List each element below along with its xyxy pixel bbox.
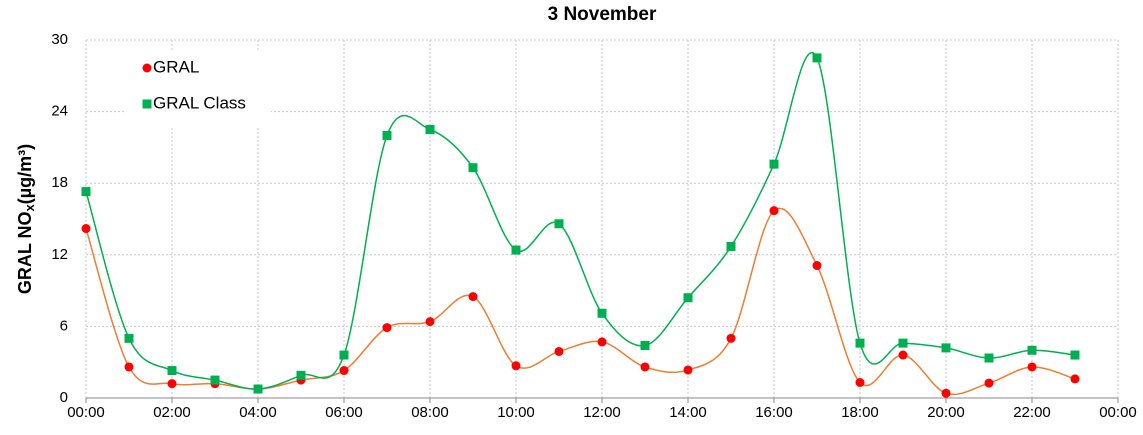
y-label-unit: (µg/m³): [15, 144, 35, 204]
data-point: [124, 362, 134, 372]
x-tick-label: 00:00: [67, 404, 105, 421]
data-point: [683, 293, 693, 303]
x-tick-label: 22:00: [1013, 404, 1051, 421]
series-line: [85, 207, 1076, 396]
data-point: [554, 346, 564, 356]
legend-label: GRAL Class: [153, 93, 246, 112]
data-point: [167, 366, 177, 376]
data-point: [511, 245, 521, 255]
data-point: [855, 377, 865, 387]
y-tick-label: 12: [51, 246, 68, 263]
data-point: [296, 370, 306, 380]
legend-marker: [142, 63, 152, 73]
data-point: [597, 337, 607, 347]
chart-title: 3 November: [548, 4, 657, 25]
data-point: [683, 365, 693, 375]
data-point: [855, 338, 865, 348]
x-tick-label: 04:00: [239, 404, 277, 421]
data-point: [554, 219, 564, 229]
y-tick-label: 30: [51, 31, 68, 48]
data-point: [339, 366, 349, 376]
data-point: [1027, 345, 1037, 355]
y-tick-label: 24: [51, 103, 68, 120]
x-tick-label: 12:00: [583, 404, 621, 421]
data-point: [597, 308, 607, 318]
data-point: [339, 350, 349, 360]
data-point: [425, 317, 435, 327]
data-point: [984, 353, 994, 363]
y-tick-label: 0: [60, 389, 68, 406]
data-point: [769, 159, 779, 169]
data-point: [425, 125, 435, 134]
data-point: [726, 333, 736, 343]
legend-marker: [142, 99, 152, 109]
x-tick-label: 14:00: [669, 404, 707, 421]
y-label-main: GRAL NO: [15, 211, 35, 294]
x-tick-label: 06:00: [325, 404, 363, 421]
data-point: [468, 163, 478, 173]
y-label-sub: x: [22, 203, 37, 211]
legend-box: [126, 50, 271, 128]
data-point: [941, 388, 951, 398]
data-point: [1070, 374, 1080, 384]
data-point: [1027, 362, 1037, 372]
data-point: [726, 241, 736, 251]
data-point: [898, 338, 908, 348]
data-point: [984, 378, 994, 388]
y-tick-label: 6: [60, 317, 68, 334]
data-point: [167, 379, 177, 389]
data-point: [382, 130, 392, 140]
data-point: [124, 333, 134, 343]
data-point: [898, 350, 908, 360]
data-point: [769, 206, 779, 216]
data-point: [81, 224, 91, 234]
legend-label: GRAL: [153, 57, 199, 76]
data-point: [81, 187, 91, 197]
x-tick-label: 00:00: [1099, 404, 1137, 421]
data-point: [640, 340, 650, 350]
x-tick-label: 16:00: [755, 404, 793, 421]
data-point: [1070, 350, 1080, 360]
data-point: [812, 261, 822, 271]
data-point: [382, 323, 392, 333]
y-tick-label: 18: [51, 174, 68, 191]
data-point: [468, 292, 478, 302]
data-point: [253, 384, 263, 394]
x-tick-label: 18:00: [841, 404, 879, 421]
data-point: [210, 375, 220, 385]
x-tick-label: 10:00: [497, 404, 535, 421]
x-tick-label: 08:00: [411, 404, 449, 421]
x-tick-label: 20:00: [927, 404, 965, 421]
data-point: [812, 53, 822, 63]
x-tick-label: 02:00: [153, 404, 191, 421]
y-axis-label: GRAL NOx(µg/m³): [15, 144, 38, 294]
data-point: [511, 361, 521, 371]
data-point: [941, 343, 951, 353]
data-point: [640, 362, 650, 372]
